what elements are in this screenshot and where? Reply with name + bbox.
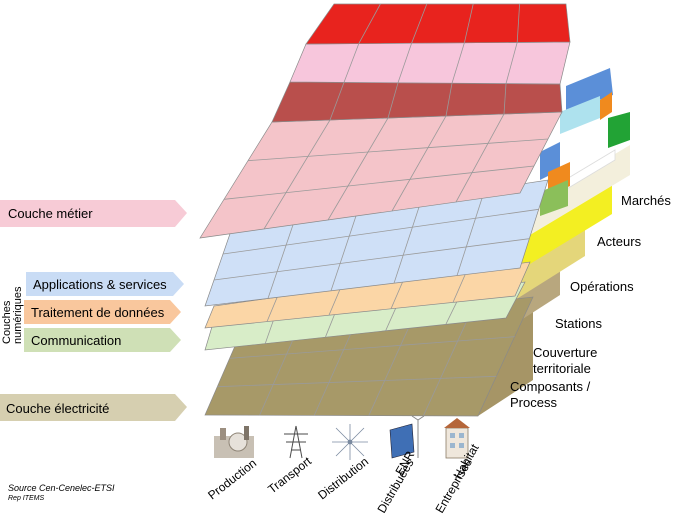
plane-red [305,3,571,45]
plane-applications-grid-row [222,208,539,255]
side-panel-stations [515,230,585,300]
plane-darkred-grid-col [503,83,507,115]
label-couches-line1: Couches [1,300,13,344]
plane-metier-grid-row [223,165,535,200]
plane-metier-grid-col [455,113,505,203]
pylon-icon [284,425,308,459]
label-distribution: Distribution [315,454,371,502]
label-stations: Stations [555,316,602,331]
plane-applications-grid-col [393,199,422,284]
plane-pink-grid-col [505,42,518,84]
plane-pink-grid-col [397,43,412,83]
plane-traitement-grid-col [452,270,468,303]
source-caption: Source Cen-Cenelec-ETSI Rep ITEMS [8,483,115,502]
factory-icon [214,426,254,458]
building-icon [444,418,470,459]
arrow-couche-electricite [0,394,187,421]
label-operations: Opérations [570,279,634,294]
side-panel-acteurs [530,145,630,235]
plane-pink-grid-col [343,43,360,83]
label-traitement: Traitement de données [31,305,165,320]
arrow-traitement [24,300,181,324]
plane-metier-grid-col [327,117,389,221]
side-panel-operations [520,180,612,270]
tab-blue-top [566,68,613,112]
right-labels: Marchés Acteurs Opérations Stations Couv… [510,193,671,410]
label-habitat-line2: Entreprises [432,456,474,516]
label-composants-line1: Composants / [510,379,591,394]
label-couverture-line1: Couverture [533,345,597,360]
tab-green-top [608,112,630,148]
label-composants-line2: Process [510,395,557,410]
label-couche-electricite: Couche électricité [6,401,109,416]
plane-darkred-grid-col [445,83,453,117]
layer-planes [199,3,571,417]
label-applications: Applications & services [33,277,167,292]
arrow-applications [26,272,184,296]
plane-applications-grid-col [330,208,359,291]
plane-electricite-grid-row [229,336,515,359]
plane-red-grid-col [358,3,381,44]
plane-traitement-grid-col [266,297,278,322]
plane-pink [289,41,571,85]
bottom-icons [214,415,470,460]
label-acteurs: Acteurs [597,234,642,249]
plane-traitement-grid-col [390,279,404,309]
plane-red-grid-col [411,3,428,44]
left-labels: Couche métier Applications & services Tr… [0,200,187,421]
label-couches-line2: numériques [12,286,24,344]
label-couche-metier: Couche métier [8,206,93,221]
plane-applications-grid-col [267,218,296,299]
plane-red-grid-col [464,3,474,43]
plane-applications [204,179,549,307]
plane-red-grid-col [516,3,520,43]
arrow-communication [24,328,181,352]
distribution-network-icon [332,424,368,460]
plane-darkred-grid-col [387,82,399,119]
plane-applications-grid-col [456,189,486,276]
plane-applications-grid-row [213,238,530,281]
plane-metier-grid-col [391,115,447,212]
plane-red-surface [305,3,571,45]
label-transport: Transport [265,454,314,497]
label-production: Production [205,456,259,502]
plane-traitement-grid-col [328,288,341,316]
plane-metier-grid-row [247,138,549,162]
label-communication: Communication [31,333,121,348]
source-line2: Rep ITEMS [8,495,45,502]
plane-pink-grid-col [451,42,465,84]
plane-darkred-grid-col [329,82,345,121]
plane-electricite-grid-row [217,375,497,388]
solar-panel-icon [389,415,425,459]
source-line1: Source Cen-Cenelec-ETSI [8,483,115,493]
label-couverture-line2: territoriale [533,361,591,376]
label-marches: Marchés [621,193,671,208]
plane-metier [199,111,563,239]
plane-pink-surface [289,41,571,85]
plane-metier-grid-col [263,119,331,230]
arrow-couche-metier [0,200,187,227]
tab-cyan-top [560,96,600,134]
tab-green-mid [540,180,568,216]
tab-orange-top [600,92,612,120]
